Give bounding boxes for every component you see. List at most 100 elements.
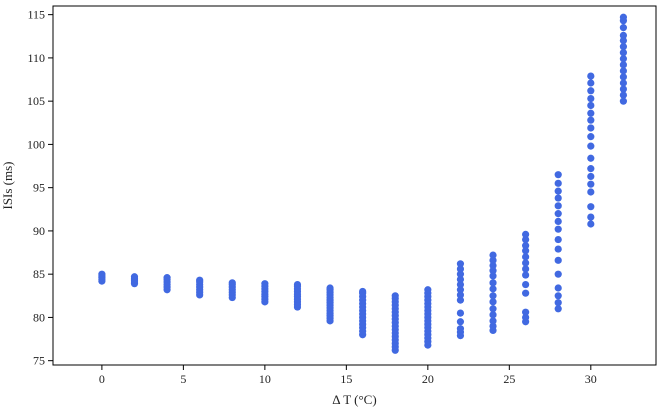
data-point (489, 251, 497, 259)
data-point (522, 271, 530, 279)
y-tick-label: 115 (27, 8, 45, 22)
y-tick-label: 95 (33, 181, 45, 195)
data-point (587, 172, 595, 181)
data-point (554, 292, 562, 300)
y-tick-label: 80 (33, 310, 45, 324)
data-point (587, 188, 595, 196)
data-point (489, 298, 497, 306)
data-point (554, 299, 562, 307)
data-point (489, 285, 497, 293)
data-point (554, 235, 562, 244)
data-point (587, 79, 595, 87)
x-tick-label: 15 (340, 372, 352, 386)
data-point (130, 273, 139, 281)
data-point (619, 24, 628, 32)
data-point (587, 180, 595, 188)
data-point (619, 13, 628, 21)
y-tick-label: 75 (33, 354, 45, 368)
data-point (456, 291, 465, 299)
data-point (587, 87, 595, 95)
data-point (619, 73, 628, 81)
data-point (456, 275, 465, 283)
data-point (522, 289, 530, 297)
data-point (522, 259, 530, 267)
data-point (522, 265, 530, 273)
y-tick-label: 105 (27, 94, 45, 108)
data-point (522, 253, 530, 261)
data-point (587, 220, 595, 228)
plot-frame (52, 5, 657, 366)
data-point (326, 284, 334, 292)
data-point (163, 274, 171, 282)
data-points (98, 13, 628, 354)
data-point (489, 272, 497, 280)
data-point (619, 67, 628, 75)
data-point (619, 85, 628, 93)
data-point (587, 203, 595, 211)
x-tick-label: 5 (180, 372, 186, 386)
y-tick-label: 85 (33, 267, 45, 281)
data-point (554, 245, 562, 253)
data-point (456, 270, 465, 278)
data-point (456, 318, 465, 326)
data-point (554, 270, 562, 278)
data-point (619, 43, 628, 51)
data-point (587, 109, 595, 117)
data-point (456, 325, 465, 333)
data-point (554, 194, 562, 202)
data-point (489, 317, 497, 325)
data-point (522, 247, 530, 255)
y-tick-label: 110 (27, 51, 45, 65)
data-point (489, 322, 497, 330)
data-point (619, 79, 628, 87)
data-point (489, 279, 497, 287)
y-axis-label: ISIs (ms) (0, 161, 15, 209)
data-point (456, 280, 465, 289)
data-point (489, 311, 497, 319)
data-point (456, 260, 465, 268)
data-point (456, 265, 465, 273)
data-point (522, 230, 530, 238)
data-point (359, 287, 367, 296)
x-tick-label: 25 (503, 372, 515, 386)
data-point (554, 171, 562, 179)
data-point (587, 72, 595, 80)
data-point (456, 286, 465, 294)
data-point (554, 256, 562, 264)
data-point (522, 242, 530, 250)
y-tick-label: 90 (33, 224, 45, 238)
data-point (522, 313, 530, 322)
data-point (554, 210, 562, 218)
data-point (522, 280, 530, 289)
x-tick-label: 20 (422, 372, 434, 386)
data-point (424, 286, 432, 294)
data-point (293, 280, 302, 289)
data-point (619, 37, 628, 45)
data-point (391, 292, 399, 300)
data-point (619, 49, 628, 57)
data-point (522, 308, 530, 316)
data-point (587, 116, 595, 124)
data-point (587, 165, 595, 173)
data-point (489, 305, 497, 313)
axis-ticks: 0 5 10 15 20 25 30 75 80 85 90 95 100 105 110 115 (27, 8, 597, 386)
data-point (489, 261, 497, 270)
x-tick-label: 10 (259, 372, 271, 386)
data-point (587, 142, 595, 150)
data-point (587, 213, 595, 221)
data-point (554, 225, 562, 233)
data-point (489, 292, 497, 300)
data-point (228, 279, 236, 287)
data-point (554, 202, 562, 210)
data-point (489, 267, 497, 275)
x-tick-label: 30 (585, 372, 597, 386)
data-point (587, 124, 595, 132)
data-point (261, 280, 269, 288)
data-point (456, 296, 465, 304)
data-point (489, 256, 497, 264)
data-point (619, 91, 628, 99)
y-tick-label: 100 (27, 137, 45, 151)
x-tick-label: 0 (99, 372, 105, 386)
x-axis-label: Δ T (°C) (332, 392, 376, 407)
data-point (554, 187, 562, 195)
